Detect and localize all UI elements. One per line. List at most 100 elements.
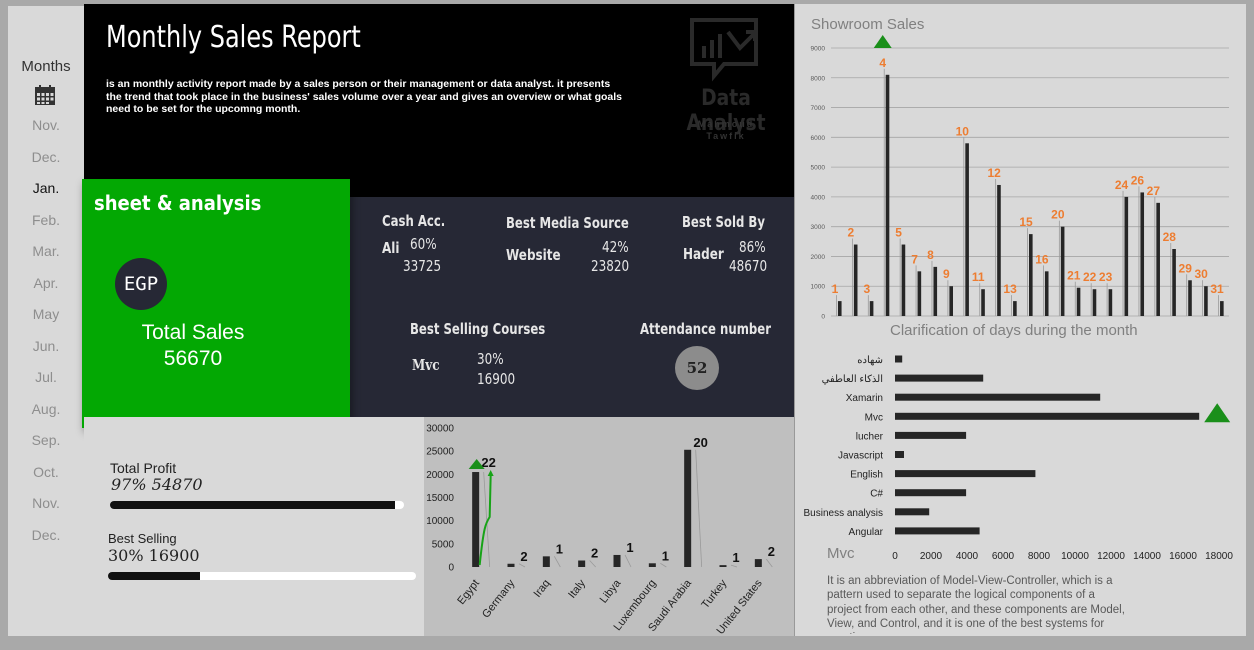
total-profit-bar-fill: [110, 501, 396, 509]
x-tick-label: 4000: [956, 551, 979, 562]
clarification-title: Clarification of days during the month: [890, 322, 1138, 339]
best-sold-amount: 48670: [729, 257, 768, 275]
report-description: is an monthly activity report made by a …: [106, 78, 622, 115]
month-item[interactable]: Apr.: [33, 274, 59, 291]
y-tick-label: 5000: [432, 539, 455, 550]
month-item[interactable]: Dec.: [31, 148, 61, 165]
data-label: 28: [1163, 230, 1177, 244]
month-item[interactable]: Sep.: [31, 432, 61, 448]
best-courses-percent: 30%: [477, 350, 504, 368]
showroom-sales-chart: 0100020003000400050006000700080009000123…: [811, 35, 1229, 321]
calendar-icon[interactable]: [34, 84, 56, 106]
max-marker-icon: [1204, 403, 1231, 423]
category-label: C#: [870, 489, 883, 500]
bar: [1060, 226, 1065, 316]
logo-author-last: Tawfik: [706, 131, 746, 141]
data-label: 2: [848, 226, 855, 240]
y-tick-label: 10000: [426, 516, 454, 527]
profit-panel: Total Profit 97% 54870 Best Selling 30% …: [84, 417, 424, 636]
data-label: 1: [626, 540, 633, 555]
data-label: 23: [1099, 270, 1113, 284]
y-tick-label: 7000: [811, 105, 826, 112]
data-label: 15: [1019, 215, 1033, 229]
data-label: 30: [1194, 267, 1208, 281]
cash-acc-amount: 33725: [403, 257, 442, 275]
bar: [613, 554, 621, 567]
logo-author-first: Mahmoud: [697, 119, 755, 129]
category-label: Libya: [598, 577, 624, 606]
x-tick-label: 18000: [1205, 551, 1233, 562]
month-item[interactable]: Oct.: [33, 463, 59, 480]
month-item[interactable]: Feb.: [31, 211, 60, 228]
bar: [1092, 289, 1097, 316]
bar: [1172, 249, 1176, 316]
bar: [1204, 286, 1208, 316]
months-title: Months: [21, 58, 71, 75]
data-label: 31: [1210, 282, 1224, 296]
bar-shadow: [695, 449, 703, 568]
bar: [869, 301, 874, 316]
x-tick-label: 14000: [1133, 551, 1161, 562]
total-sales-value: 56670: [163, 347, 223, 370]
bar: [895, 489, 967, 497]
x-tick-label: 0: [892, 551, 898, 562]
bar: [1156, 202, 1160, 316]
month-item[interactable]: Nov.: [32, 117, 60, 133]
best-sold-name: Hader: [683, 245, 724, 263]
bar: [1188, 280, 1192, 316]
right-panel: Showroom Sales 0 1000 2000 3000 4000 5000 6000…: [794, 4, 1246, 636]
month-item[interactable]: Dec.: [31, 526, 61, 543]
month-item[interactable]: May: [32, 306, 60, 322]
page-title: Monthly Sales Report: [106, 20, 361, 55]
bar: [997, 184, 1001, 316]
bar: [837, 301, 842, 316]
bar: [1140, 192, 1145, 316]
max-marker-icon: [873, 35, 892, 48]
data-label: 20: [693, 435, 707, 450]
month-item[interactable]: Nov.: [32, 495, 60, 511]
category-label: English: [850, 470, 883, 481]
attendance-badge: 52: [675, 346, 719, 390]
bar: [1124, 196, 1129, 316]
category-label: Angular: [849, 527, 884, 538]
currency-badge: EGP: [115, 258, 167, 310]
y-tick-label: 6000: [811, 135, 826, 142]
data-label: 8: [927, 248, 934, 262]
bar: [949, 286, 953, 316]
y-tick-label: 15000: [426, 493, 454, 504]
category-label: Business analysis: [804, 508, 883, 519]
category-label: Italy: [566, 577, 588, 601]
data-label: 3: [863, 282, 870, 296]
data-analyst-logo: Data Analyst Mahmoud Tawfik: [664, 10, 788, 150]
y-tick-label: 20000: [426, 470, 454, 481]
logo-author: Mahmoud Tawfik: [664, 118, 788, 142]
month-item[interactable]: Jul.: [35, 369, 57, 385]
data-label: 26: [1131, 173, 1145, 187]
bar: [719, 565, 727, 567]
total-profit-label: Total Profit: [110, 460, 177, 476]
bar: [1013, 301, 1017, 316]
data-label: 12: [987, 166, 1001, 180]
x-tick-label: 6000: [992, 551, 1015, 562]
data-label: 11: [972, 270, 985, 284]
month-item[interactable]: Mar.: [32, 243, 60, 259]
bar: [1220, 301, 1224, 316]
showroom-sales-title: Showroom Sales: [811, 16, 925, 33]
y-tick-label: 9000: [811, 46, 826, 53]
month-item[interactable]: Jun.: [32, 337, 60, 354]
data-label: 10: [956, 124, 970, 138]
y-tick-label: 0: [821, 314, 825, 321]
month-item[interactable]: Aug.: [31, 400, 61, 417]
x-tick-label: 16000: [1169, 551, 1197, 562]
bar: [895, 393, 1101, 401]
bar-shadow: [766, 558, 773, 568]
month-item[interactable]: Jan.: [32, 180, 60, 196]
bar: [895, 451, 904, 458]
data-label: 1: [662, 548, 669, 563]
data-label: 22: [481, 455, 495, 470]
bar: [578, 560, 586, 567]
data-label: 16: [1035, 252, 1049, 266]
data-label: 5: [895, 226, 902, 240]
bar: [965, 143, 969, 316]
total-sales-card: sheet & analysis EGP Total Sales 56670: [82, 179, 350, 428]
